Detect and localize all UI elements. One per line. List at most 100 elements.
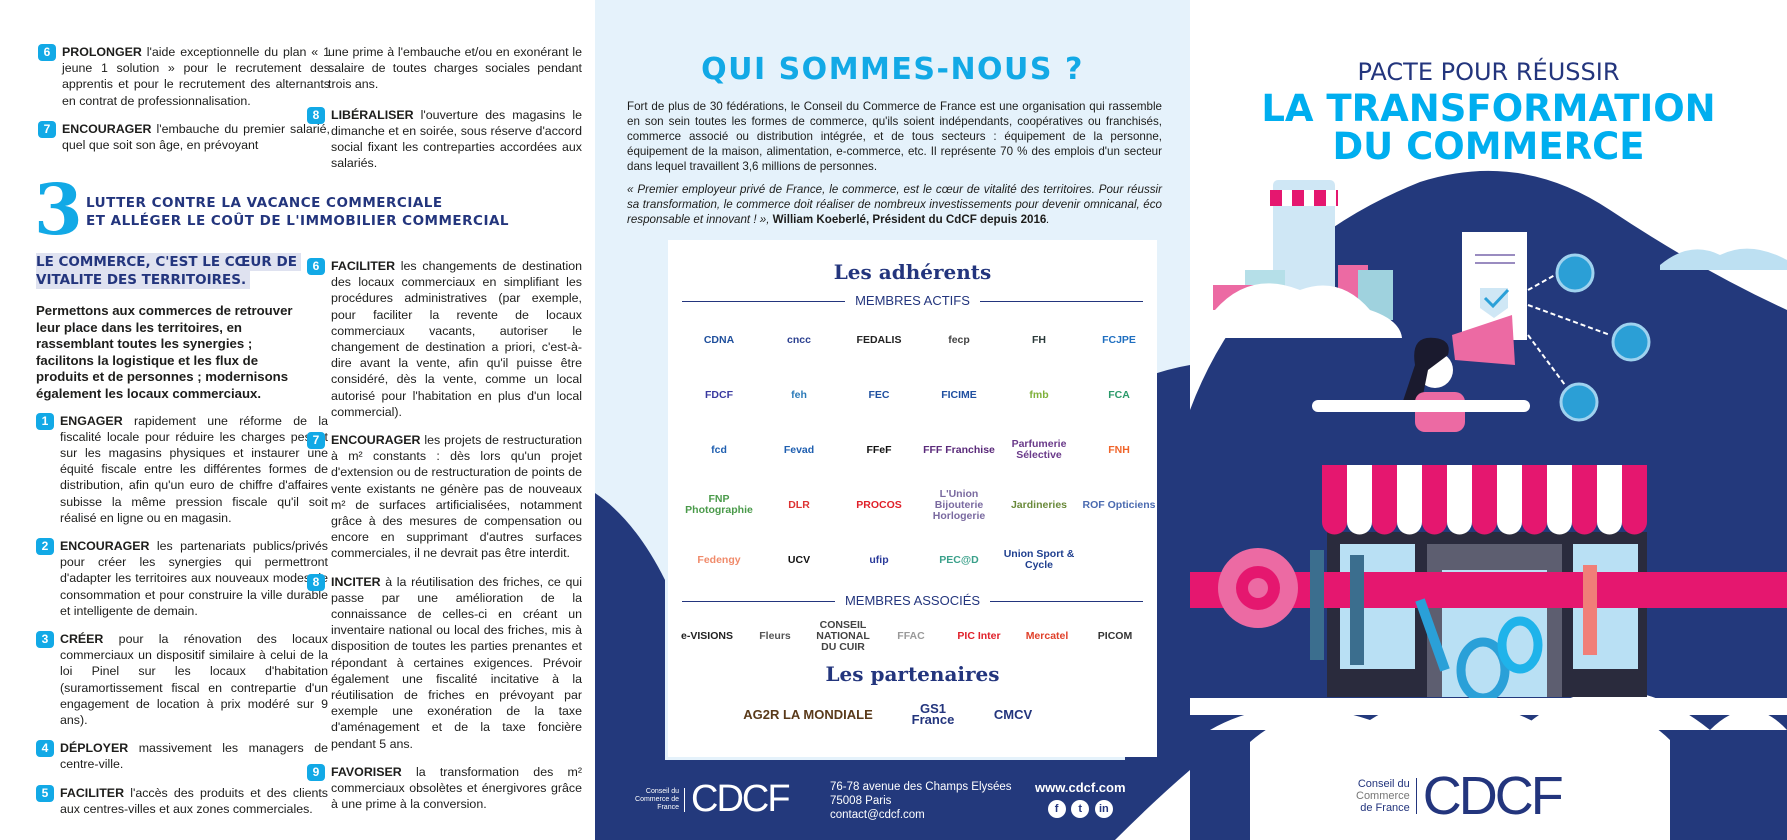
cover-subtitle: PACTE POUR RÉUSSIR (1357, 58, 1620, 86)
member-logo: CONSEIL NATIONAL DU CUIR (816, 618, 870, 653)
awning-stripe (1447, 465, 1472, 535)
list-item: 5 FACILITER l'accès des produits et des c… (36, 784, 328, 817)
member-logo: FFAC (897, 629, 925, 642)
email-link[interactable]: contact@cdcf.com (830, 809, 925, 821)
shop-illustration (1190, 170, 1787, 840)
member-logo: ufip (869, 553, 889, 566)
linkedin-icon[interactable]: in (1094, 800, 1113, 818)
member-logo: PROCOS (856, 498, 902, 511)
member-logo: Mercatel (1025, 629, 1069, 642)
intro-paragraph: Fort de plus de 30 fédérations, le Conse… (627, 100, 1162, 173)
lead-paragraph: Permettons aux commerces de retrouver le… (36, 303, 293, 401)
website-block: www.cdcf.com f t in (1035, 780, 1126, 818)
left-panel: 6 PROLONGER l'aide exceptionnelle du plan… (0, 0, 595, 840)
number-badge: 8 (307, 106, 325, 124)
member-logo: Jardineries (1010, 498, 1068, 511)
awning-stripe (1397, 465, 1422, 535)
section3-right-column: 6 FACILITER les changements de destinatio… (307, 258, 582, 825)
member-logo: Union Sport & Cycle (1003, 548, 1075, 571)
cdcf-footer-logo: Conseil du Commerce de France CDCF (635, 778, 791, 820)
member-logo: Fedengy (697, 553, 741, 566)
membres-associes-divider: MEMBRES ASSOCIÉS (682, 594, 1143, 608)
member-logo: PEC@D (939, 553, 979, 566)
cover-title: LA TRANSFORMATION DU COMMERCE (1261, 87, 1716, 168)
list-item: 6 PROLONGER l'aide exceptionnelle du plan… (38, 44, 330, 109)
member-logo: fcd (711, 443, 727, 456)
awning-stripe (1572, 465, 1597, 535)
list-item: 7 ENCOURAGER l'embauche du premier salari… (38, 120, 330, 153)
adherents-heading: Les adhérents (833, 260, 992, 284)
member-logo: CDNA (703, 333, 735, 346)
awning-stripe (1322, 465, 1347, 535)
member-logo: Fevad (783, 443, 815, 456)
website-link[interactable]: www.cdcf.com (1035, 780, 1126, 795)
list-item: 6 FACILITER les changements de destinatio… (307, 258, 582, 420)
awning-stripe (1372, 465, 1397, 535)
list-item: 9 FAVORISER la transformation des m² comm… (307, 763, 582, 813)
middle-panel: QUI SOMMES-NOUS ? Fort de plus de 30 féd… (595, 0, 1190, 840)
member-logo: FNH (1108, 443, 1130, 456)
member-logo: FFeF (866, 443, 892, 456)
partner-logo: GS1 France (911, 701, 955, 727)
facebook-icon[interactable]: f (1047, 800, 1066, 818)
number-badge: 6 (307, 258, 325, 275)
top-right-column: une prime à l'embauche et/ou en exonéran… (307, 44, 582, 183)
awning-stripe (1522, 465, 1547, 535)
number-badge: 4 (36, 740, 54, 758)
member-logo: FEC (868, 388, 890, 401)
awning-stripe (1422, 465, 1447, 535)
number-badge: 9 (307, 763, 325, 781)
member-logo: ROF Opticiens (1082, 498, 1156, 511)
member-logo: cncc (787, 333, 811, 346)
number-badge: 2 (36, 537, 54, 555)
awning-stripe (1547, 465, 1572, 535)
number-badge: 1 (36, 412, 54, 430)
member-logo: DLR (788, 498, 810, 511)
member-logo: FEDALIS (856, 333, 902, 346)
section-title: QUI SOMMES-NOUS ? (701, 52, 1084, 87)
quote-paragraph: « Premier employeur privé de France, le … (627, 183, 1162, 226)
awning-stripe (1472, 465, 1497, 535)
right-panel: PACTE POUR RÉUSSIR LA TRANSFORMATION DU … (1190, 0, 1787, 840)
membres-actifs-divider: MEMBRES ACTIFS (682, 294, 1143, 308)
member-logo: L'Union Bijouterie Horlogerie (932, 487, 986, 522)
about-text: Fort de plus de 30 fédérations, le Conse… (627, 99, 1162, 227)
member-logo: FCA (1108, 388, 1130, 401)
members-card: Les adhérents MEMBRES ACTIFS MEMBRES ASS… (668, 240, 1157, 757)
awning-stripe (1347, 465, 1372, 535)
member-logo: FCJPE (1102, 333, 1136, 346)
cdcf-logo: Conseil du Commerce de France CDCF (1356, 766, 1564, 826)
member-logo: Fleurs (759, 629, 791, 642)
top-left-column: 6 PROLONGER l'aide exceptionnelle du plan… (38, 44, 330, 165)
member-logo: FNP Photographie (685, 493, 753, 516)
partenaires-heading: Les partenaires (825, 662, 1000, 686)
partner-logo: AG2R LA MONDIALE (743, 706, 873, 722)
awning-stripe (1622, 465, 1647, 535)
number-badge: 8 (307, 573, 325, 591)
member-logo: FDCF (705, 388, 733, 401)
section-number: 3 (34, 168, 83, 251)
highlight-heading: LE COMMERCE, C'EST LE CŒUR DE VITALITE D… (36, 253, 301, 289)
number-badge: 3 (36, 631, 54, 648)
member-logo: fecp (948, 333, 970, 346)
list-item: 8 INCITER à la réutilisation des friches,… (307, 573, 582, 752)
list-item: 7 ENCOURAGER les projets de restructurati… (307, 432, 582, 562)
number-badge: 7 (307, 432, 325, 450)
number-badge: 6 (38, 44, 56, 61)
member-logo: feh (791, 388, 807, 401)
member-logo: PICOM (1097, 629, 1133, 642)
number-badge: 7 (38, 120, 56, 138)
number-badge: 5 (36, 784, 54, 802)
continued-text: une prime à l'embauche et/ou en exonéran… (328, 45, 582, 92)
list-item: 1 ENGAGER rapidement une réforme de la fi… (36, 412, 328, 526)
address-block: 76-78 avenue des Champs Elysées 75008 Pa… (830, 781, 1012, 821)
member-logo: UCV (787, 553, 811, 566)
section3-left-column: Permettons aux commerces de retrouver le… (36, 303, 328, 829)
list-item: 2 ENCOURAGER les partenariats publics/pri… (36, 537, 328, 619)
section-title: LUTTER CONTRE LA VACANCE COMMERCIALE ET … (86, 195, 510, 229)
member-logo: FFF Franchise (923, 443, 995, 456)
list-item: 3 CRÉER pour la rénovation des locaux com… (36, 631, 328, 728)
list-item: 4 DÉPLOYER massivement les managers de ce… (36, 740, 328, 772)
member-logo: FH (1032, 333, 1046, 346)
twitter-icon[interactable]: t (1071, 800, 1090, 818)
